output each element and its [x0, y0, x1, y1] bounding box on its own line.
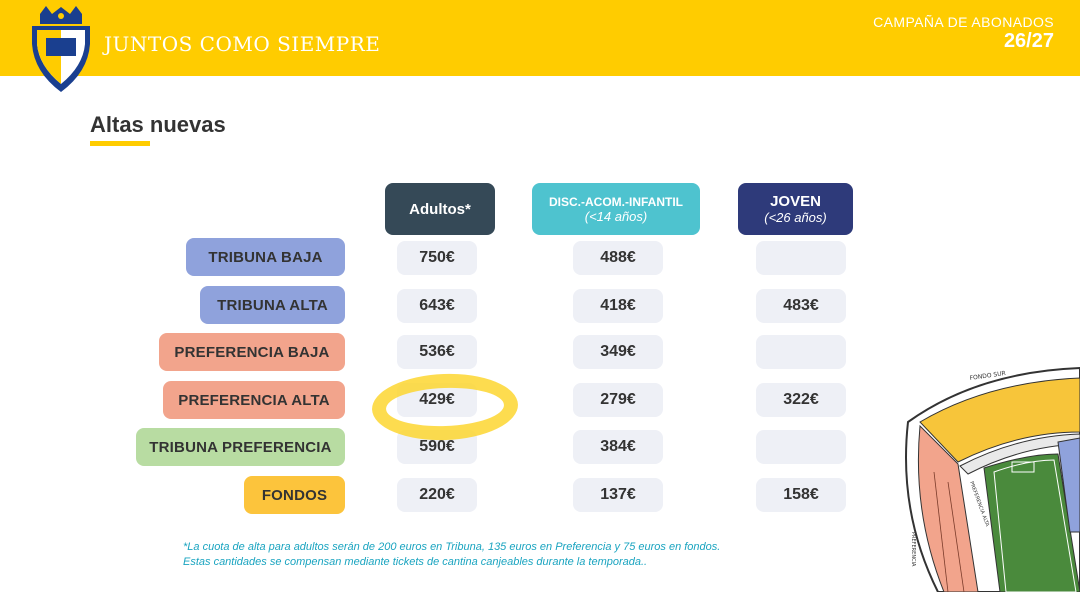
column-header-sub: (<14 años): [584, 208, 648, 224]
price-cell: 220€: [397, 478, 477, 512]
footnote-line-2: Estas cantidades se compensan mediante t…: [183, 556, 648, 568]
price-cell-empty: [756, 241, 846, 275]
price-cell: 643€: [397, 289, 477, 323]
club-crest-logo: [32, 6, 90, 92]
row-label-tribuna-baja: TRIBUNA BAJA: [186, 238, 345, 276]
stadium-label-fondo: FONDO SUR: [969, 370, 1006, 382]
price-cell: 483€: [756, 289, 846, 323]
price-cell: 429€: [397, 383, 477, 417]
price-cell: 137€: [573, 478, 663, 512]
footnote: *La cuota de alta para adultos serán de …: [183, 540, 863, 570]
row-label-fondos: FONDOS: [244, 476, 345, 514]
price-cell: 418€: [573, 289, 663, 323]
top-banner: JUNTOS COMO SIEMPRE CAMPAÑA DE ABONADOS …: [0, 0, 1080, 92]
campaign-season: 26/27: [1003, 30, 1054, 52]
price-cell: 536€: [397, 335, 477, 369]
column-header-adultos: Adultos*: [385, 183, 495, 235]
campaign-title: CAMPAÑA DE ABONADOS: [873, 14, 1054, 30]
price-cell-empty: [756, 430, 846, 464]
price-cell: 158€: [756, 478, 846, 512]
slogan: JUNTOS COMO SIEMPRE: [104, 32, 381, 56]
column-header-disc: DISC.-ACOM.-INFANTIL (<14 años): [532, 183, 700, 235]
row-label-preferencia-baja: PREFERENCIA BAJA: [159, 333, 345, 371]
column-header-label: DISC.-ACOM.-INFANTIL: [549, 194, 683, 209]
column-header-label: Adultos*: [409, 200, 471, 218]
section-title: Altas nuevas: [90, 112, 226, 137]
price-cell: 279€: [573, 383, 663, 417]
column-header-label: JOVEN: [770, 193, 821, 210]
price-cell: 349€: [573, 335, 663, 369]
row-label-preferencia-alta: PREFERENCIA ALTA: [163, 381, 345, 419]
stadium-map: FONDO SUR PREFERENCIA PREFERENCIA ALTA: [905, 366, 1080, 592]
column-header-joven: JOVEN (<26 años): [738, 183, 853, 235]
price-cell: 750€: [397, 241, 477, 275]
price-cell-empty: [756, 335, 846, 369]
column-header-sub: (<26 años): [764, 210, 827, 225]
price-cell: 590€: [397, 430, 477, 464]
footnote-line-1: *La cuota de alta para adultos serán de …: [183, 541, 721, 553]
row-label-tribuna-alta: TRIBUNA ALTA: [200, 286, 345, 324]
row-label-tribuna-preferencia: TRIBUNA PREFERENCIA: [136, 428, 345, 466]
highlight-marker: [370, 371, 520, 443]
campaign-label: CAMPAÑA DE ABONADOS 26/27: [873, 14, 1054, 53]
price-cell: 488€: [573, 241, 663, 275]
price-cell: 384€: [573, 430, 663, 464]
stadium-label-preferencia: PREFERENCIA: [910, 532, 916, 567]
title-underline: [90, 141, 150, 146]
price-cell: 322€: [756, 383, 846, 417]
